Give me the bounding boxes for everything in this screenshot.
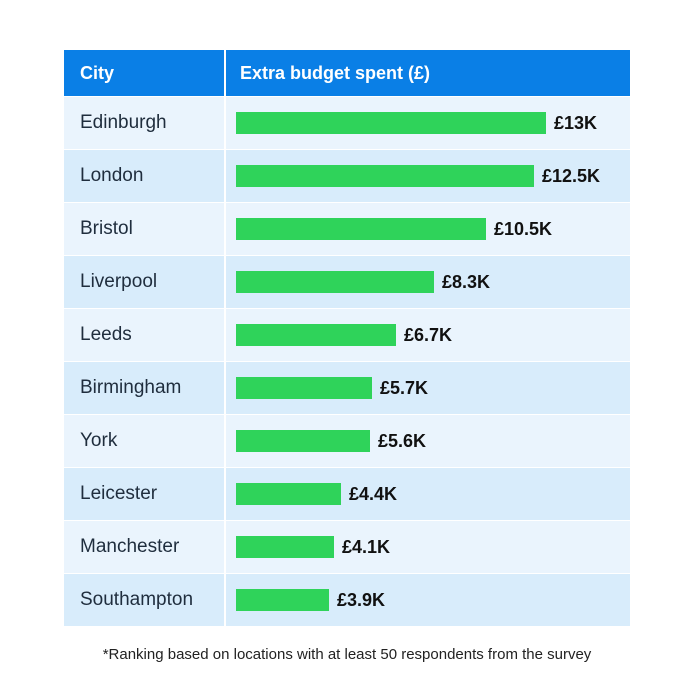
value-label: £12.5K <box>542 165 601 186</box>
bar-southampton <box>236 589 329 611</box>
bar-london <box>236 165 534 187</box>
value-label: £8.3K <box>442 271 491 292</box>
value-label: £4.1K <box>342 536 391 557</box>
bar-manchester <box>236 536 334 558</box>
city-label: York <box>64 415 226 467</box>
header-city: City <box>64 50 226 96</box>
city-label: Leicester <box>64 468 226 520</box>
value-label: £3.9K <box>337 589 386 610</box>
table-body: Edinburgh £13K London £12.5K Bristol £10.5K Li… <box>64 96 630 626</box>
table-row: Liverpool £8.3K <box>64 255 630 308</box>
city-label: Birmingham <box>64 362 226 414</box>
city-label: Leeds <box>64 309 226 361</box>
table-row: Southampton £3.9K <box>64 573 630 626</box>
bar-cell: £4.1K <box>226 521 630 573</box>
bar-cell: £3.9K <box>226 574 630 626</box>
table-row: Edinburgh £13K <box>64 96 630 149</box>
city-label: Liverpool <box>64 256 226 308</box>
value-label: £4.4K <box>349 483 398 504</box>
bar-leeds <box>236 324 396 346</box>
bar-leicester <box>236 483 341 505</box>
ranking-table: City Extra budget spent (£) Edinburgh £13… <box>64 50 630 626</box>
city-label: Edinburgh <box>64 97 226 149</box>
bar-york <box>236 430 370 452</box>
city-label: Manchester <box>64 521 226 573</box>
bar-liverpool <box>236 271 434 293</box>
value-label: £5.7K <box>380 377 429 398</box>
bar-cell: £8.3K <box>226 256 630 308</box>
city-label: Bristol <box>64 203 226 255</box>
bar-cell: £13K <box>226 97 630 149</box>
header-budget: Extra budget spent (£) <box>240 62 431 83</box>
bar-cell: £5.6K <box>226 415 630 467</box>
value-label: £5.6K <box>378 430 427 451</box>
table-row: London £12.5K <box>64 149 630 202</box>
bar-cell: £12.5K <box>226 150 630 202</box>
table-row: Manchester £4.1K <box>64 520 630 573</box>
table-row: Bristol £10.5K <box>64 202 630 255</box>
table-row: Birmingham £5.7K <box>64 361 630 414</box>
bar-birmingham <box>236 377 372 399</box>
bar-bristol <box>236 218 486 240</box>
city-label: London <box>64 150 226 202</box>
table-row: York £5.6K <box>64 414 630 467</box>
bar-cell: £4.4K <box>226 468 630 520</box>
bar-edinburgh <box>236 112 546 134</box>
bar-cell: £10.5K <box>226 203 630 255</box>
table-row: Leicester £4.4K <box>64 467 630 520</box>
city-label: Southampton <box>64 574 226 626</box>
table-row: Leeds £6.7K <box>64 308 630 361</box>
footnote: *Ranking based on locations with at leas… <box>102 646 592 663</box>
bar-cell: £5.7K <box>226 362 630 414</box>
value-label: £13K <box>554 112 598 133</box>
table-header: City Extra budget spent (£) <box>64 50 630 96</box>
value-label: £6.7K <box>404 324 453 345</box>
bar-cell: £6.7K <box>226 309 630 361</box>
value-label: £10.5K <box>494 218 553 239</box>
